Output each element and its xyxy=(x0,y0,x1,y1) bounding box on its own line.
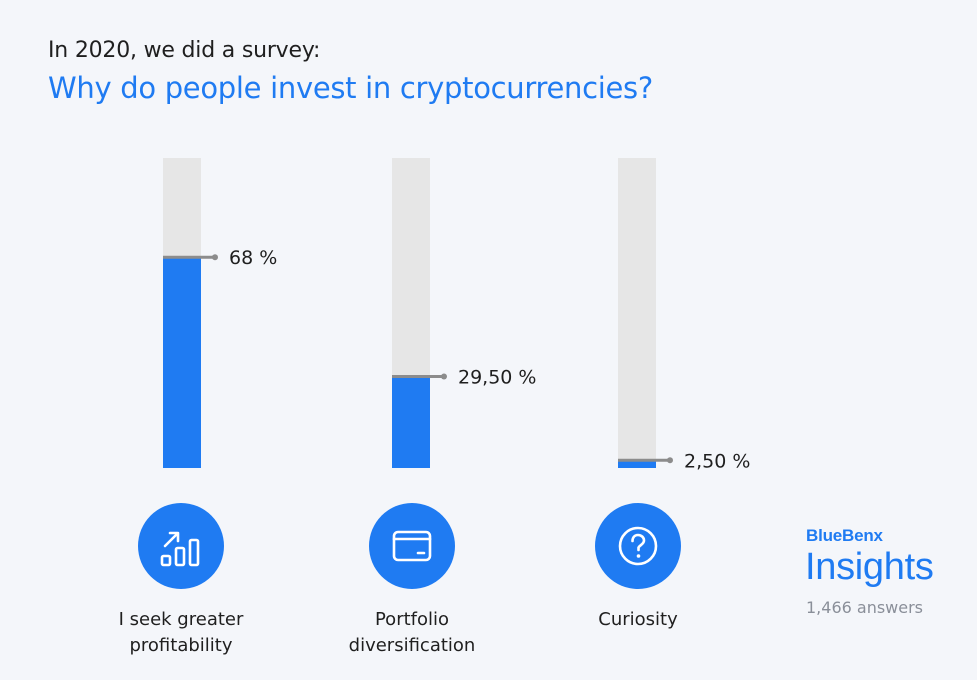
value-label: 68 % xyxy=(229,247,277,269)
answers-count: 1,466 answers xyxy=(806,598,924,617)
bar-profitability xyxy=(163,257,201,468)
category-diversification: Portfolio diversification xyxy=(312,503,512,659)
value-marker-dot xyxy=(441,373,447,380)
category-label: Portfolio diversification xyxy=(348,609,476,656)
category-label: I seek greater profitability xyxy=(118,609,244,656)
category-label: Curiosity xyxy=(598,609,678,630)
growth-chart-icon xyxy=(138,503,224,589)
brand-product: Insights xyxy=(805,546,934,588)
survey-subtitle: In 2020, we did a survey: xyxy=(48,38,321,63)
category-curiosity: Curiosity xyxy=(538,503,738,633)
brand-name: BlueBenx xyxy=(806,526,883,545)
bar-curiosity xyxy=(618,460,656,468)
chart-title: Why do people invest in cryptocurrencies… xyxy=(48,71,653,105)
value-label: 2,50 % xyxy=(684,450,750,472)
value-marker-dot xyxy=(667,457,673,464)
value-marker-dot xyxy=(212,254,218,261)
wallet-icon xyxy=(369,503,455,589)
bar-diversification xyxy=(392,376,430,468)
category-profitability: I seek greater profitability xyxy=(81,503,281,659)
question-icon xyxy=(595,503,681,589)
value-label: 29,50 % xyxy=(458,367,537,389)
header: In 2020, we did a survey: Why do people … xyxy=(48,36,653,108)
bar-track-curiosity xyxy=(618,158,656,468)
brand-block: BlueBenx Insights 1,466 answers xyxy=(805,526,934,617)
